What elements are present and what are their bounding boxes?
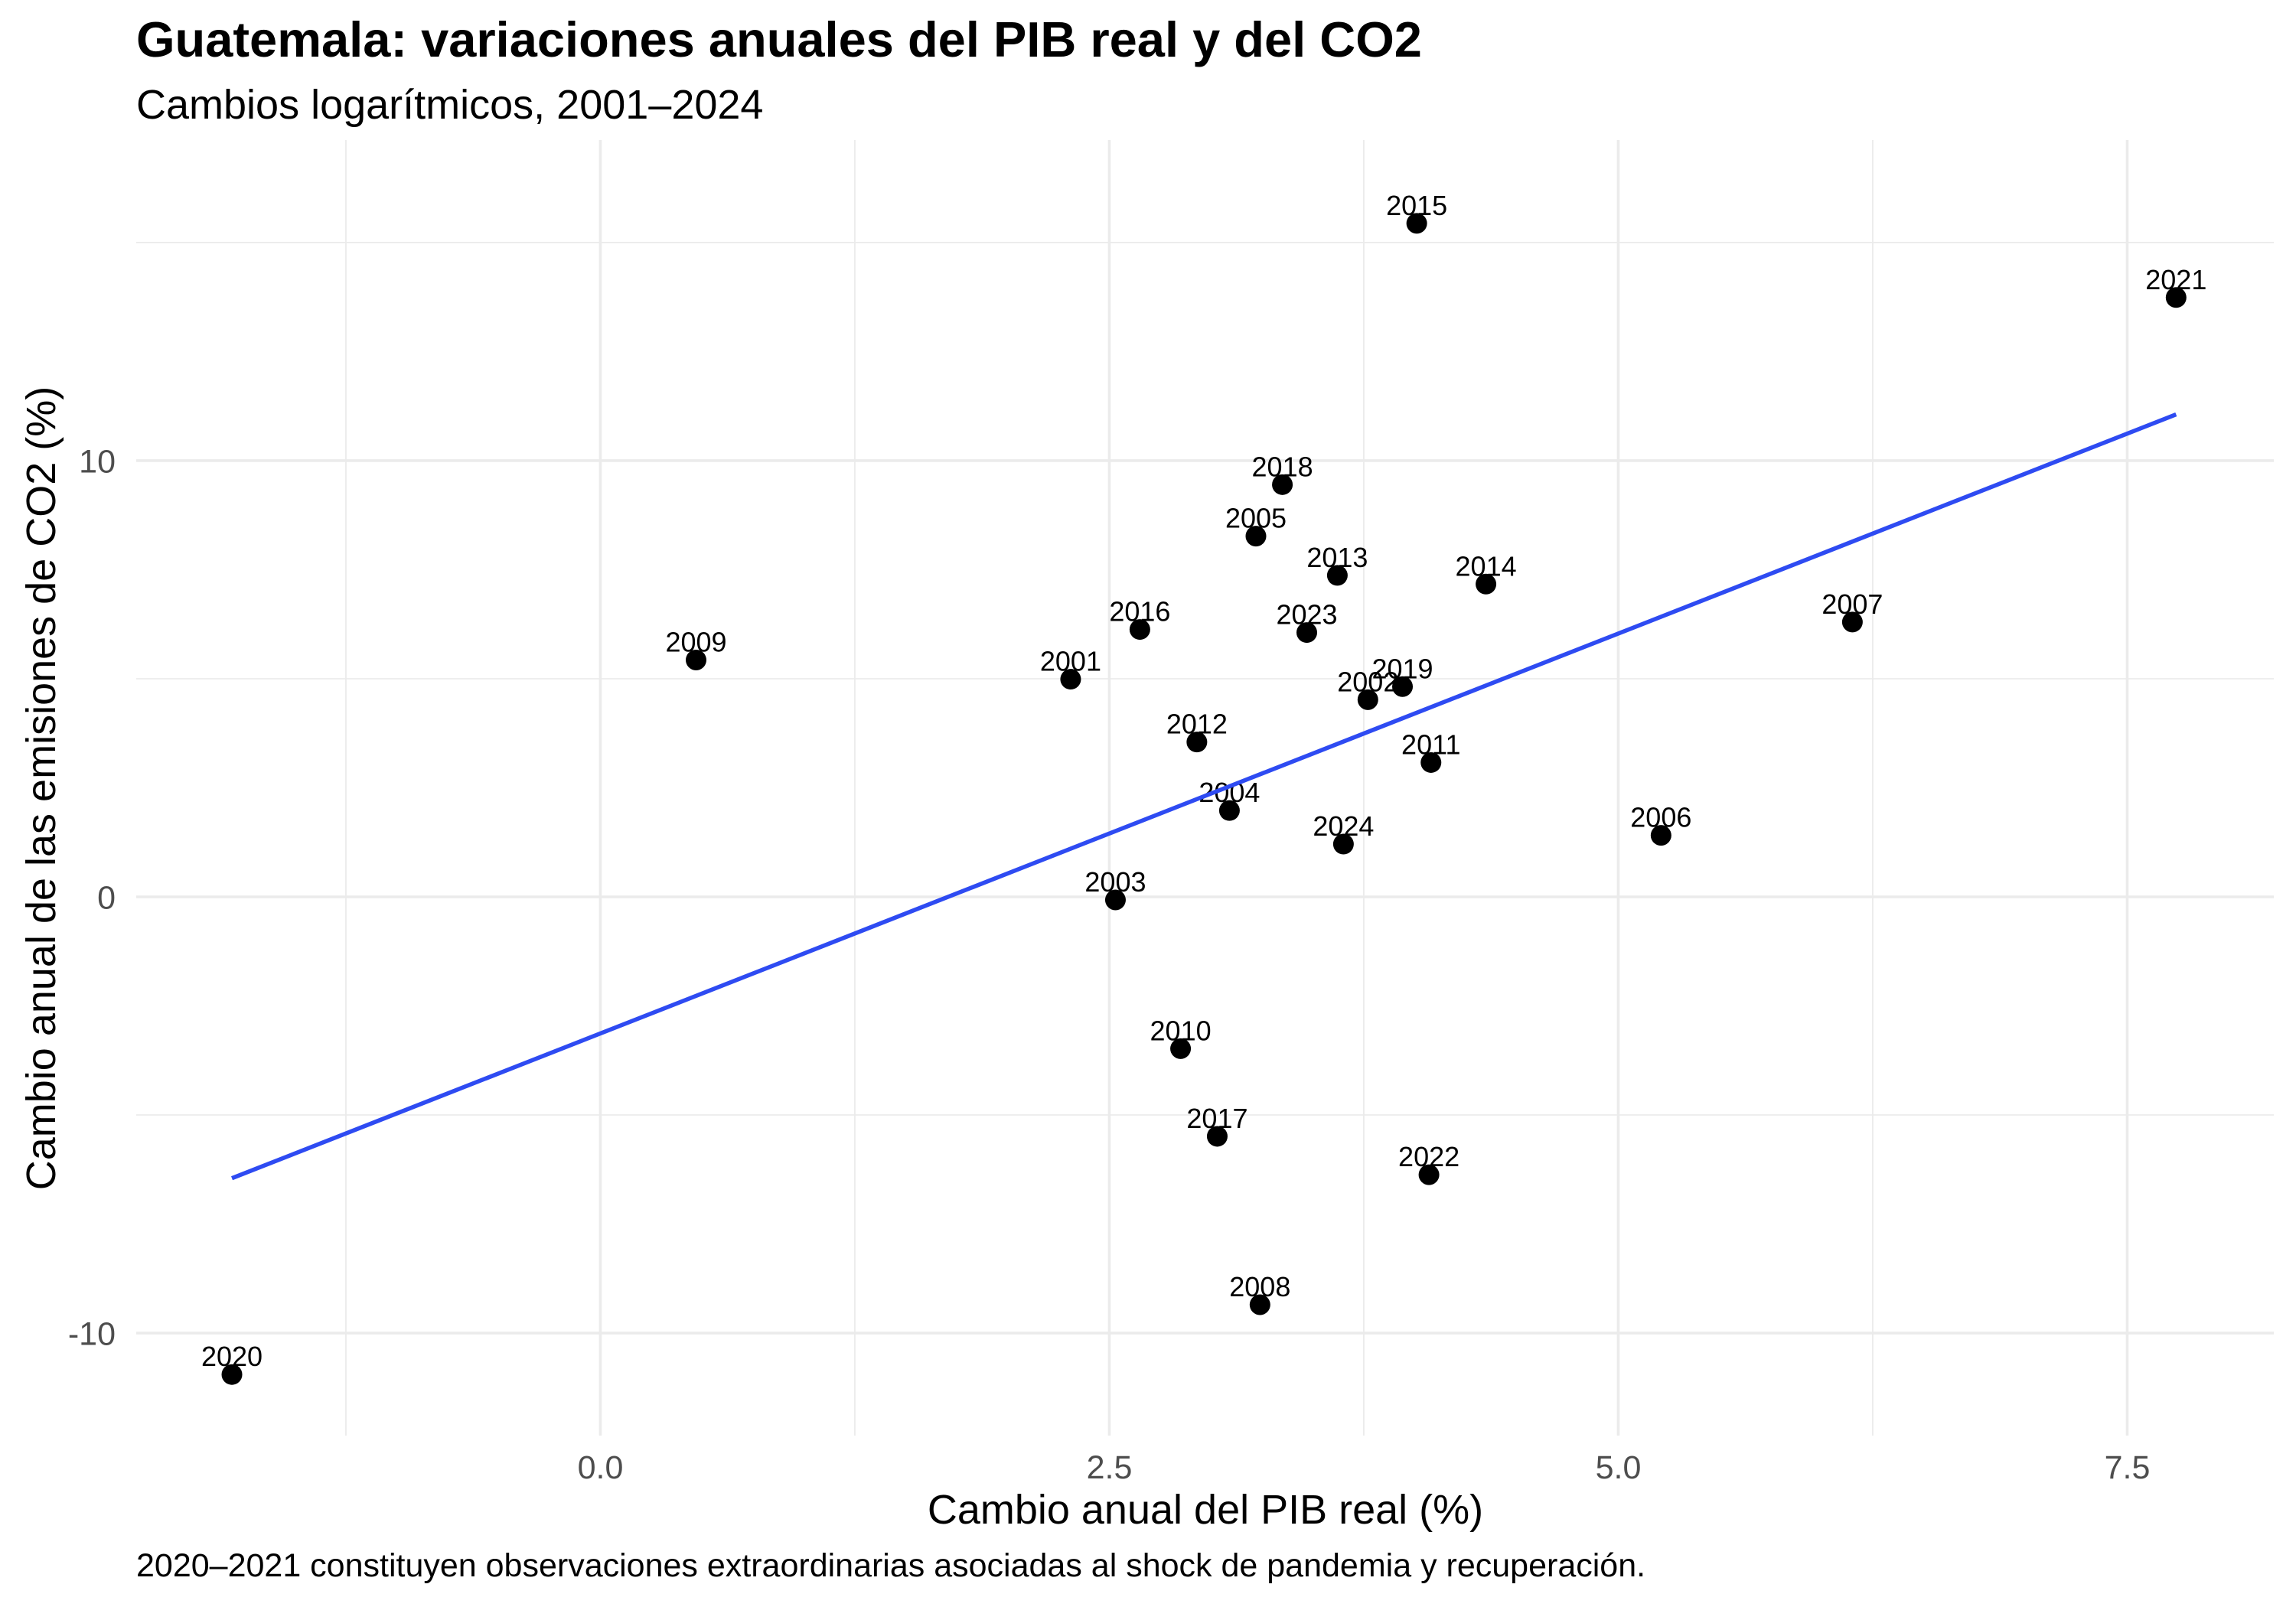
x-tick-label: 5.0 (1596, 1449, 1642, 1486)
data-point (686, 649, 706, 670)
data-point (1650, 825, 1671, 846)
data-point (1129, 619, 1150, 641)
y-axis-title: Cambio anual de las emisiones de CO2 (%) (18, 386, 64, 1191)
data-point (1170, 1038, 1192, 1059)
data-point (1406, 213, 1427, 234)
data-point (1060, 669, 1081, 690)
minor-gridlines (136, 140, 2274, 1436)
data-point (221, 1364, 243, 1385)
data-point (1296, 622, 1317, 644)
y-tick-label: -10 (68, 1316, 116, 1353)
y-tick-label: 10 (79, 443, 116, 480)
x-tick-label: 2.5 (1087, 1449, 1133, 1486)
data-point (1418, 1164, 1440, 1185)
data-point (1186, 732, 1208, 753)
data-point (1218, 800, 1240, 821)
regression-line (231, 412, 2177, 1181)
data-point (1206, 1126, 1228, 1147)
x-axis-tick-labels: 0.0 2.5 5.0 7.5 (578, 1449, 2151, 1486)
data-point (1245, 526, 1267, 547)
regression-line-layer (231, 412, 2177, 1181)
data-point (1326, 565, 1348, 586)
data-point (1357, 689, 1378, 710)
point-labels: 2001200220032004200520062007200820092010… (201, 190, 2206, 1372)
chart-caption: 2020–2021 constituyen observaciones extr… (136, 1547, 1645, 1584)
data-points (221, 213, 2187, 1385)
x-axis-title: Cambio anual del PIB real (%) (928, 1487, 1483, 1533)
chart-subtitle: Cambios logarítmicos, 2001–2024 (136, 82, 763, 128)
y-axis-tick-labels: -10 0 10 (68, 443, 116, 1352)
data-point (1272, 474, 1293, 495)
data-point (1392, 676, 1414, 697)
data-point (1332, 833, 1354, 855)
x-tick-label: 0.0 (578, 1449, 624, 1486)
data-point (1104, 889, 1126, 911)
data-point (1476, 573, 1497, 595)
data-point (1249, 1294, 1270, 1315)
data-point (2165, 287, 2187, 308)
data-point (1420, 751, 1442, 773)
data-point (1841, 611, 1863, 633)
chart-title: Guatemala: variaciones anuales del PIB r… (136, 11, 1422, 67)
y-tick-label: 0 (97, 880, 116, 917)
major-gridlines (136, 140, 2274, 1436)
plot-panel: 2001200220032004200520062007200820092010… (136, 140, 2274, 1436)
x-tick-label: 7.5 (2105, 1449, 2151, 1486)
